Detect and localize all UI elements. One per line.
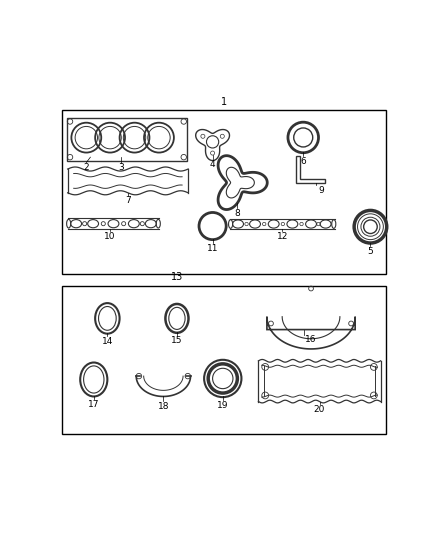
Text: 16: 16	[305, 335, 317, 344]
Text: 11: 11	[207, 244, 219, 253]
Text: 10: 10	[104, 232, 116, 241]
Bar	[61, 286, 386, 434]
Text: 13: 13	[171, 272, 183, 282]
Text: 20: 20	[314, 405, 325, 414]
Text: 17: 17	[88, 400, 99, 409]
Text: 4: 4	[210, 159, 215, 168]
Text: 15: 15	[171, 336, 183, 345]
Text: 14: 14	[102, 337, 113, 346]
Text: 2: 2	[84, 163, 89, 172]
Text: 1: 1	[222, 97, 227, 107]
Bar	[67, 118, 187, 160]
Bar	[61, 110, 386, 274]
Text: 3: 3	[118, 163, 124, 172]
Text: 19: 19	[217, 401, 229, 410]
Text: 9: 9	[318, 186, 324, 195]
Text: 12: 12	[276, 232, 288, 241]
Text: 18: 18	[158, 401, 169, 410]
Text: 5: 5	[367, 247, 373, 256]
Text: 7: 7	[125, 196, 131, 205]
Text: 6: 6	[300, 157, 306, 166]
Text: 8: 8	[234, 209, 240, 218]
